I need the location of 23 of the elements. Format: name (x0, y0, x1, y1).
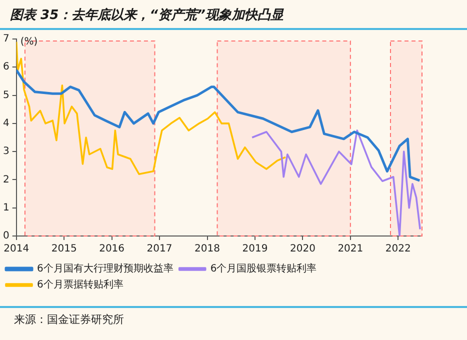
x-tick-label: 2015 (51, 244, 77, 255)
y-tick-label: 2 (2, 174, 10, 186)
x-tick-label: 2014 (4, 244, 30, 255)
y-tick-label: 0 (2, 230, 10, 242)
y-tick-label: 5 (2, 90, 10, 101)
x-tick-label: 2019 (242, 244, 268, 255)
legend-label: 6个月国有大行理财预期收益率 (37, 262, 174, 275)
x-tick-label: 2021 (338, 244, 364, 255)
x-tick-label: 2016 (99, 244, 125, 255)
y-tick-label: 1 (2, 202, 10, 214)
y-tick-label: 3 (2, 146, 10, 158)
x-tick-label: 2022 (385, 244, 411, 255)
source-note: 来源：国金证券研究所 (14, 312, 125, 327)
legend-label: 6个月国股银票转贴利率 (210, 262, 317, 275)
y-axis-title: (%) (20, 36, 38, 48)
x-tick-label: 2020 (290, 244, 316, 255)
chart-title: 图表 35：去年底以来，“资产荒”现象加快凸显 (0, 0, 467, 30)
y-tick-label: 7 (2, 34, 10, 45)
x-tick-label: 2017 (146, 244, 172, 255)
legend-label: 6个月票据转贴利率 (37, 278, 124, 291)
y-tick-label: 4 (2, 118, 10, 130)
x-tick-label: 2018 (194, 244, 220, 255)
y-tick-label: 6 (2, 62, 10, 73)
